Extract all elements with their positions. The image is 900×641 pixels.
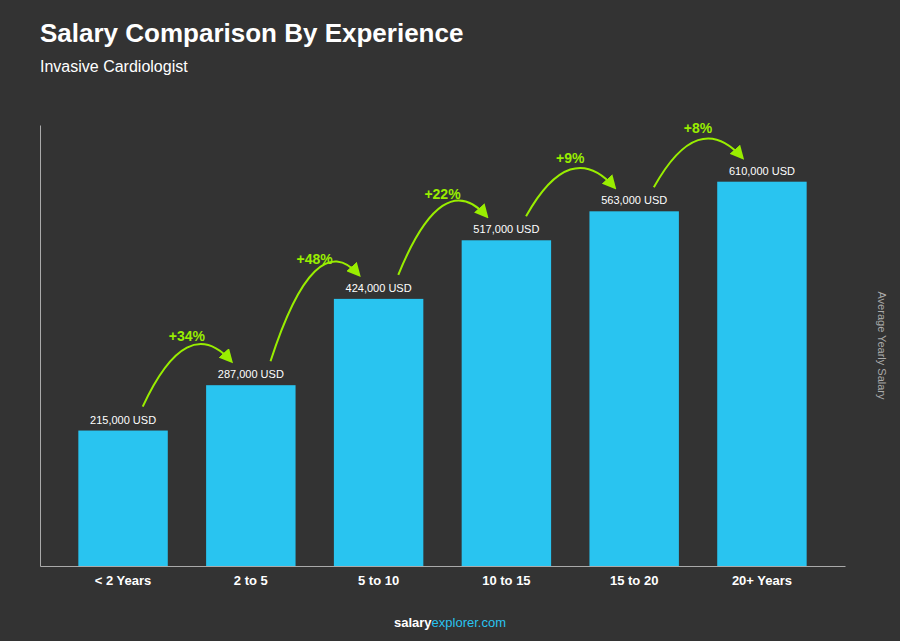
annotation: +8% [684,120,713,136]
x-tick-label: 2 to 5 [234,573,268,588]
x-tick: 2 to 5 [234,573,268,588]
footer-part: salary [394,615,432,630]
x-tick-label: 5 to 10 [358,573,399,588]
x-tick-label: < 2 Years [95,573,152,588]
y-axis [40,126,41,567]
plot: < 2 Years 2 to 5 5 to 10 10 to 15 15 to 20 20… [41,120,846,588]
annotation: +34% [169,328,206,344]
x-axis: < 2 Years 2 to 5 5 to 10 10 to 15 15 to 20 20… [41,567,846,589]
y-axis-title: Average Yearly Salary [876,291,888,400]
x-tick: 10 to 15 [482,573,530,588]
annotation: +9% [556,150,585,166]
bar [206,385,295,566]
change-arrow [526,168,614,216]
x-axis-line [41,566,846,567]
background [0,0,900,641]
subtitle: Invasive Cardiologist [40,58,188,75]
change-arrow [143,344,231,407]
x-tick-label: 20+ Years [732,573,792,588]
annotation: +48% [297,251,334,267]
bars [78,182,806,566]
annotations: +34% +48% +22% +9% +8% [143,120,743,406]
x-tick: 20+ Years [732,573,792,588]
data-label: 215,000 USD [90,414,156,426]
title: Salary Comparison By Experience [40,18,463,48]
bar [334,299,423,566]
footer: salaryexplorer.com [394,615,506,630]
chart: Salary Comparison By Experience Invasive … [0,0,900,641]
y-axis-line [40,126,41,567]
bar [462,240,551,566]
bar [589,211,678,566]
annotation: +22% [424,186,461,202]
data-label: 424,000 USD [346,282,412,294]
data-label: 287,000 USD [218,368,284,380]
change-arrow [398,201,486,275]
data-label: 517,000 USD [473,223,539,235]
change-arrow [271,261,359,361]
x-tick: 5 to 10 [358,573,399,588]
data-label: 610,000 USD [729,165,795,177]
x-tick-label: 10 to 15 [482,573,530,588]
x-tick-label: 15 to 20 [610,573,658,588]
x-tick: < 2 Years [95,573,152,588]
x-tick: 15 to 20 [610,573,658,588]
change-arrow [654,138,742,187]
data-labels: 215,000 USD 287,000 USD 424,000 USD 517,000… [90,165,795,426]
bar [717,182,806,566]
data-label: 563,000 USD [601,194,667,206]
bar [78,431,167,566]
footer-part: explorer.com [432,615,506,630]
